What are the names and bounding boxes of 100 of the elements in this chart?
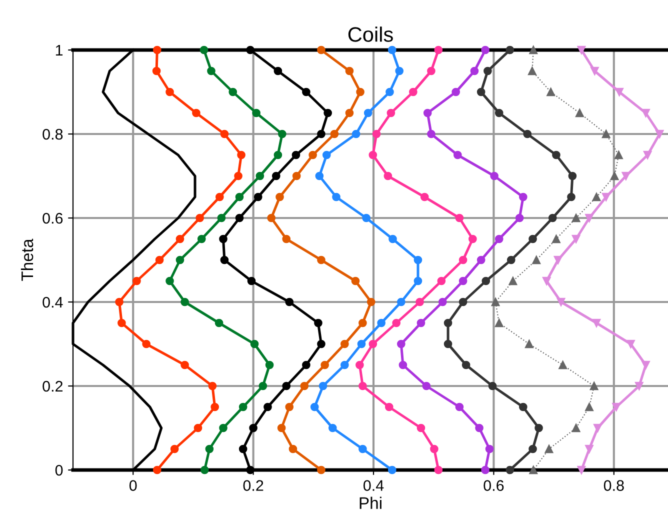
point bbox=[317, 466, 326, 474]
point bbox=[357, 340, 366, 348]
point bbox=[572, 424, 580, 432]
y-tick-label: 0.2 bbox=[42, 380, 63, 392]
point bbox=[523, 130, 532, 138]
point bbox=[238, 402, 248, 412]
point bbox=[534, 424, 543, 432]
point bbox=[358, 444, 367, 454]
point bbox=[317, 256, 326, 264]
point bbox=[476, 256, 486, 264]
point bbox=[384, 402, 394, 412]
point bbox=[423, 108, 432, 118]
point bbox=[265, 360, 274, 370]
point bbox=[416, 424, 426, 432]
point bbox=[176, 256, 184, 264]
point bbox=[330, 130, 339, 138]
point bbox=[237, 150, 246, 160]
point bbox=[205, 444, 214, 454]
point bbox=[395, 66, 404, 76]
point bbox=[643, 150, 652, 160]
point bbox=[235, 192, 244, 202]
point bbox=[282, 382, 291, 390]
point bbox=[572, 214, 580, 222]
point bbox=[180, 298, 189, 306]
point bbox=[228, 88, 238, 96]
point bbox=[322, 150, 331, 160]
point bbox=[575, 108, 584, 118]
y-axis-title: Theta bbox=[20, 238, 34, 281]
point bbox=[396, 340, 406, 348]
point bbox=[215, 192, 224, 202]
point bbox=[246, 46, 254, 54]
point bbox=[494, 108, 504, 118]
point bbox=[481, 46, 490, 54]
point bbox=[529, 46, 538, 54]
point bbox=[317, 340, 326, 348]
point bbox=[444, 340, 452, 348]
point bbox=[430, 444, 438, 454]
point bbox=[356, 360, 364, 370]
point bbox=[264, 402, 272, 412]
point bbox=[612, 402, 620, 412]
point bbox=[615, 88, 624, 96]
point bbox=[364, 108, 372, 118]
point bbox=[340, 340, 349, 348]
point bbox=[506, 46, 514, 54]
point bbox=[388, 46, 396, 54]
point bbox=[258, 382, 268, 390]
point bbox=[388, 466, 396, 474]
point bbox=[494, 318, 504, 328]
point bbox=[362, 214, 370, 222]
point bbox=[427, 130, 436, 138]
point bbox=[485, 444, 494, 454]
point bbox=[490, 172, 498, 180]
point bbox=[152, 466, 162, 474]
point bbox=[277, 424, 286, 432]
point bbox=[506, 466, 514, 474]
point bbox=[267, 214, 276, 222]
point bbox=[315, 172, 324, 180]
point bbox=[320, 360, 329, 370]
point bbox=[345, 108, 354, 118]
point bbox=[234, 172, 242, 180]
y-tick-label: 0.4 bbox=[42, 296, 63, 308]
point bbox=[219, 234, 228, 244]
point bbox=[508, 276, 518, 286]
point bbox=[180, 360, 189, 370]
point bbox=[152, 46, 162, 54]
point bbox=[398, 360, 408, 370]
point bbox=[368, 340, 378, 348]
point bbox=[192, 108, 200, 118]
point bbox=[285, 402, 294, 412]
point bbox=[544, 444, 554, 454]
point bbox=[292, 172, 301, 180]
point bbox=[274, 66, 282, 76]
point bbox=[152, 66, 161, 76]
point bbox=[282, 234, 291, 244]
point bbox=[577, 466, 586, 474]
point bbox=[310, 402, 319, 412]
point bbox=[207, 66, 216, 76]
point bbox=[552, 150, 560, 160]
point bbox=[458, 276, 468, 286]
point bbox=[285, 298, 294, 306]
point bbox=[200, 46, 208, 54]
point bbox=[288, 444, 298, 454]
point bbox=[358, 382, 367, 390]
point bbox=[585, 444, 594, 454]
point bbox=[416, 318, 426, 328]
point bbox=[556, 298, 566, 306]
point bbox=[542, 276, 551, 286]
point bbox=[528, 234, 537, 244]
point bbox=[142, 340, 150, 348]
point bbox=[592, 318, 601, 328]
point bbox=[246, 466, 254, 474]
y-tick-label: 0.8 bbox=[42, 128, 63, 140]
x-tick-label: 0.6 bbox=[484, 480, 504, 491]
point bbox=[622, 172, 630, 180]
point bbox=[476, 88, 486, 96]
point bbox=[455, 214, 464, 222]
point bbox=[292, 150, 300, 160]
point bbox=[358, 318, 367, 328]
point bbox=[314, 318, 322, 328]
point bbox=[166, 276, 174, 286]
